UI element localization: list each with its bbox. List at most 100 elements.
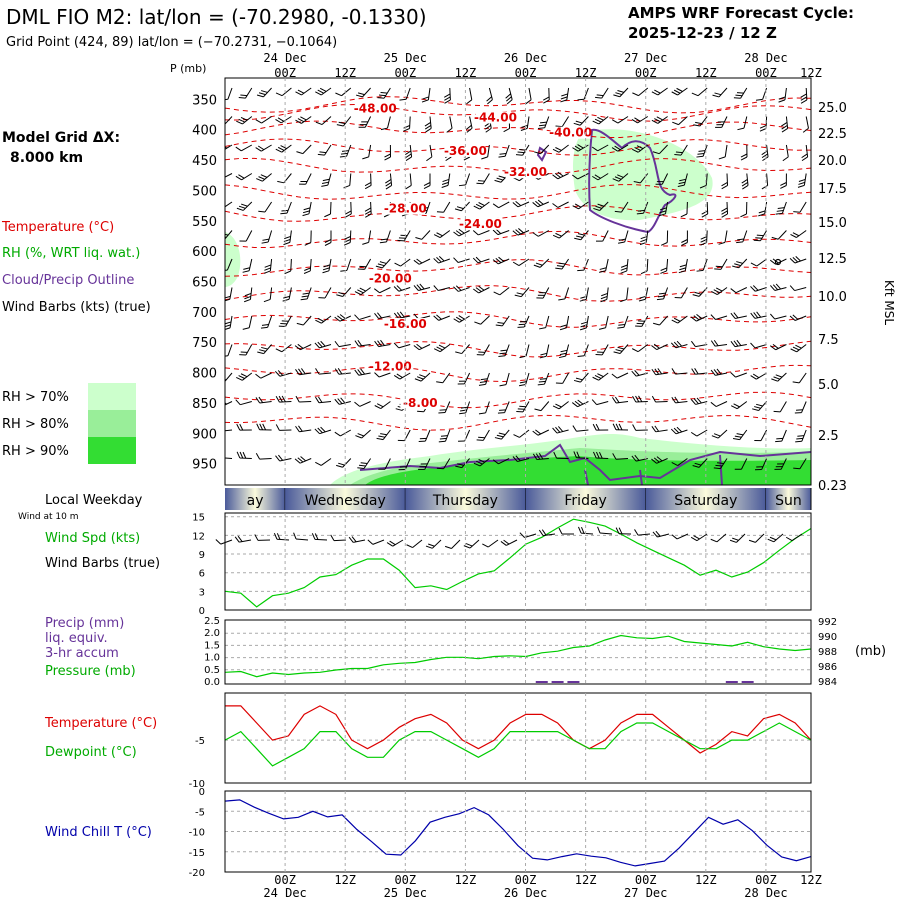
wind-barb [671, 87, 688, 96]
top-time-tick: 12Z [800, 66, 822, 80]
wind-barb [303, 258, 312, 274]
height-tick-label: 5.0 [818, 378, 839, 393]
wind-barb [473, 201, 490, 210]
weekday-bar: ay Wednesday Thursday Friday Saturday Sun [225, 488, 812, 510]
precip-legend-2: liq. equiv. [45, 631, 108, 646]
wind-barb [295, 368, 312, 376]
cycle-value: 2025-12-23 / 12 Z [628, 24, 777, 42]
wind-barb [258, 201, 273, 213]
wind-barb [773, 401, 787, 413]
wind-barb [242, 258, 253, 273]
top-time-tick: 00Z [755, 66, 777, 80]
wind-barb [433, 344, 451, 353]
wind-barb [781, 116, 789, 133]
pressure-line [224, 634, 812, 678]
wind-barb [474, 315, 490, 325]
wind-barb [330, 534, 347, 542]
precip-tick: 0.0 [204, 677, 220, 688]
wind-barb [658, 201, 669, 217]
wind-barb [532, 230, 550, 237]
wind-barb [438, 429, 451, 443]
bottom-time-tick: 12Z [455, 873, 477, 887]
wind-barb [399, 87, 411, 101]
wind-barb [573, 451, 589, 459]
wind-barb [242, 315, 253, 330]
wind-barb [750, 311, 767, 319]
bottom-time-tick: 00Z [515, 873, 537, 887]
wind-barb [406, 539, 423, 548]
wind-speed-legend: Wind Spd (kts) [45, 531, 140, 546]
cross-section-panel: -48.00-44.00-40.00-36.00-32.00-28.00-24.… [192, 77, 847, 494]
wind-barb [733, 87, 748, 99]
wind-barb [414, 372, 431, 382]
wind-barb [473, 285, 490, 294]
wind-barb [690, 397, 708, 405]
wind-barb [552, 201, 569, 208]
wind-barb [631, 344, 649, 353]
isotherm-label-bg [550, 126, 591, 139]
wind-barb [634, 529, 651, 536]
wind-barb [552, 401, 569, 410]
wind-barb [539, 315, 550, 330]
wind-barb [256, 173, 272, 182]
wind-barb [239, 344, 253, 356]
rh80-swatch [88, 410, 136, 437]
wind-barb [294, 343, 312, 351]
height-tick-label: 10.0 [818, 290, 847, 305]
precip-tick: 2.0 [204, 628, 220, 639]
pressure-legend: Pressure (mb) [45, 664, 136, 679]
isotherm-label: -24.00 [459, 217, 502, 231]
wind-barb [778, 87, 787, 103]
wind-barb [436, 201, 451, 213]
wind-barb [795, 429, 807, 443]
wind-speed-tick: 3 [199, 587, 205, 598]
wind-barb [790, 230, 807, 238]
wind-barb [275, 344, 292, 353]
wind-speed-tick: 12 [192, 531, 205, 542]
precip-pressure-frame [224, 619, 812, 685]
wind-barb [275, 424, 292, 431]
wind-barb [513, 429, 530, 438]
wind-speed-panel: 0 3 6 9 12 15 [192, 512, 812, 617]
wind-barb [335, 87, 352, 97]
temperature-legend: Temperature (°C) [1, 220, 114, 235]
wind-barb [653, 315, 668, 326]
wind-barb [295, 116, 312, 124]
windchill-tick: -5 [195, 807, 205, 818]
wind-barb [691, 87, 708, 97]
weekday-cell [225, 488, 286, 510]
wind-barb [275, 144, 292, 153]
cloud-legend: Cloud/Precip Outline [2, 273, 134, 288]
wind-speed-tick: 15 [192, 513, 205, 524]
pressure-unit: (mb) [855, 644, 886, 659]
windchill-legend: Wind Chill T (°C) [45, 825, 152, 840]
wind-barb [397, 429, 411, 442]
wind-barb [632, 87, 649, 97]
top-date-label: 28 Dec [744, 51, 787, 65]
wind-barb [640, 258, 649, 275]
wind-barb [598, 315, 609, 330]
wind-barb [334, 397, 351, 405]
wind-barb [519, 344, 530, 359]
wind-barb [651, 343, 668, 351]
wind-barb [775, 429, 787, 443]
wind-barb [699, 173, 708, 189]
wind-barb [560, 87, 570, 103]
wind-barb [591, 399, 609, 406]
wind-barb [299, 173, 312, 185]
wind-barb [505, 87, 513, 105]
wind-barb [492, 256, 510, 265]
wind-barb [354, 287, 371, 296]
wind-barb [611, 116, 629, 124]
wind-barb [453, 315, 470, 323]
wind-barb [635, 315, 649, 327]
wind-barb [295, 425, 312, 433]
wind-barb [710, 314, 728, 320]
wind-barb [235, 399, 252, 406]
wind-barb [555, 372, 570, 384]
wind-barb [774, 458, 787, 470]
weekday-label: Saturday [674, 493, 737, 509]
wind-barb [374, 339, 391, 348]
bottom-date-label: 24 Dec [263, 886, 306, 900]
wind-barb [300, 287, 312, 301]
